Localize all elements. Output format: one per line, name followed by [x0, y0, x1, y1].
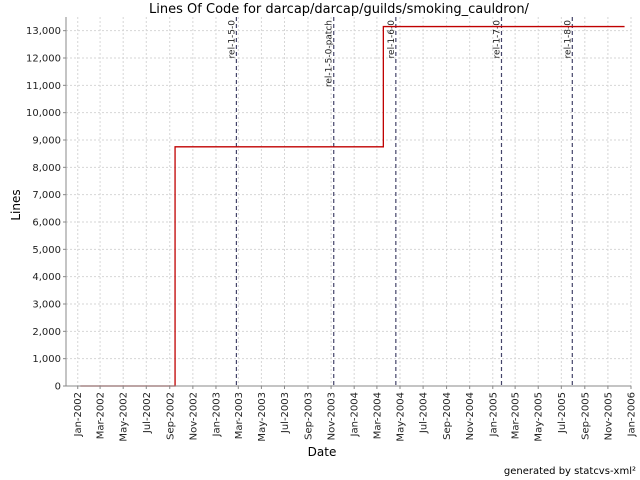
release-label: rel-1-7-0: [492, 20, 502, 59]
x-tick-label: Jan-2005: [488, 392, 499, 437]
x-tick-label: Nov-2004: [465, 392, 476, 440]
y-tick-label: 5,000: [32, 245, 61, 256]
grid: [66, 17, 632, 387]
y-tick-label: 7,000: [32, 190, 61, 201]
y-tick-label: 11,000: [26, 81, 61, 92]
y-axis-label: Lines: [9, 189, 23, 220]
x-tick-label: May-2002: [119, 392, 130, 442]
x-tick-label: Nov-2002: [188, 392, 199, 440]
y-tick-label: 0: [55, 382, 61, 393]
y-tick-label: 13,000: [26, 26, 61, 37]
y-tick-label: 8,000: [32, 163, 61, 174]
y-tick-label: 2,000: [32, 327, 61, 338]
chart-title: Lines Of Code for darcap/darcap/guilds/s…: [149, 2, 530, 17]
axes: 0 1,000 2,000 3,000 4,000 5,000 6,000 7,000 8,00…: [26, 17, 638, 442]
x-tick-label: Jan-2004: [350, 392, 361, 437]
x-tick-label: May-2003: [257, 392, 268, 442]
release-label: rel-1-5-0-patch: [325, 20, 335, 87]
x-tick-label: Mar-2004: [372, 392, 383, 439]
x-tick-label: Mar-2002: [96, 392, 107, 439]
x-tick-label: Sep-2004: [442, 392, 453, 440]
x-tick-label: Jan-2003: [211, 392, 222, 437]
y-tick-label: 6,000: [32, 218, 61, 229]
x-tick-label: Nov-2003: [327, 392, 338, 440]
x-tick-label: Jul-2005: [557, 392, 568, 434]
y-tick-label: 10,000: [26, 108, 61, 119]
x-tick-label: Mar-2005: [511, 392, 522, 439]
x-tick-label: Nov-2005: [603, 392, 614, 440]
plot-area: [66, 17, 631, 386]
x-tick-label: Jan-2002: [73, 392, 84, 437]
x-tick-label: Sep-2003: [303, 392, 314, 440]
x-tick-label: Sep-2005: [580, 392, 591, 440]
y-tick-label: 3,000: [32, 300, 61, 311]
generator-credit: generated by statcvs-xml²: [504, 466, 636, 477]
x-tick-label: May-2004: [396, 392, 407, 442]
x-tick-label: Jul-2002: [142, 392, 153, 434]
release-label: rel-1-5-0: [227, 20, 237, 59]
x-axis-label: Date: [308, 445, 337, 459]
y-tick-label: 9,000: [32, 136, 61, 147]
x-tick-label: Jul-2003: [280, 392, 291, 434]
x-tick-label: Jul-2004: [419, 392, 430, 434]
release-label: rel-1-6-0: [387, 20, 397, 59]
release-label: rel-1-8-0: [563, 20, 573, 59]
x-tick-label: Jan-2006: [627, 392, 638, 437]
y-tick-label: 1,000: [32, 354, 61, 365]
x-tick-label: Sep-2002: [165, 392, 176, 440]
y-tick-label: 12,000: [26, 54, 61, 65]
y-tick-label: 4,000: [32, 272, 61, 283]
x-tick-label: May-2005: [534, 392, 545, 442]
release-markers: rel-1-5-0 rel-1-5-0-patch rel-1-6-0 rel-1-7…: [227, 17, 573, 386]
x-tick-label: Mar-2003: [234, 392, 245, 439]
